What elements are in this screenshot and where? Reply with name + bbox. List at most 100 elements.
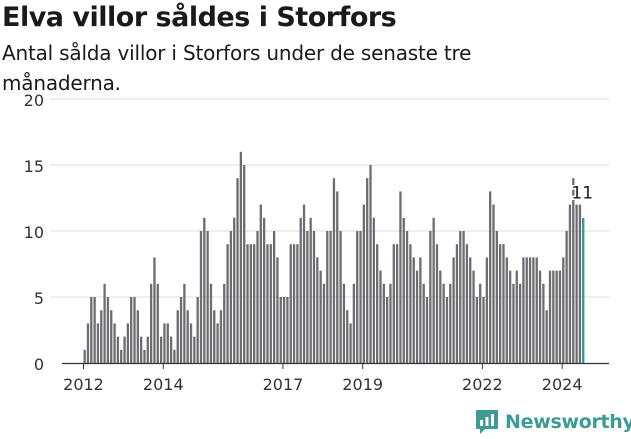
bar xyxy=(292,244,296,363)
bars xyxy=(83,151,585,363)
bar xyxy=(130,297,133,363)
bar xyxy=(525,257,528,363)
bar xyxy=(459,231,462,363)
bar xyxy=(93,297,96,363)
y-tick-label: 10 xyxy=(24,223,44,242)
bar xyxy=(366,178,369,363)
bar xyxy=(515,270,518,363)
bar xyxy=(422,283,425,363)
bar xyxy=(492,204,495,363)
bar xyxy=(385,297,389,363)
bar xyxy=(189,323,193,363)
bar xyxy=(246,244,249,363)
bar xyxy=(282,297,286,363)
bar xyxy=(582,217,585,363)
bar xyxy=(299,217,302,363)
bar xyxy=(213,310,216,363)
bar xyxy=(253,244,256,363)
bar xyxy=(173,349,176,363)
bar xyxy=(505,257,508,363)
bar xyxy=(522,257,525,363)
bar xyxy=(123,336,126,363)
bar xyxy=(489,191,492,363)
newsworthy-logo: Newsworthy xyxy=(475,407,631,437)
bar xyxy=(548,270,552,363)
bar xyxy=(532,257,535,363)
bar xyxy=(562,257,565,363)
bar xyxy=(495,231,498,363)
bar xyxy=(439,270,442,363)
bar xyxy=(352,283,356,363)
annotation-label: 11 xyxy=(571,184,593,204)
brand-name: Newsworthy xyxy=(505,411,631,433)
bar xyxy=(469,257,472,363)
bar xyxy=(475,297,479,363)
bar xyxy=(565,231,568,363)
y-tick-label: 20 xyxy=(24,91,44,110)
bar xyxy=(415,270,419,363)
bar xyxy=(485,257,489,363)
bar xyxy=(508,270,512,363)
bar xyxy=(156,283,159,363)
bar xyxy=(379,270,382,363)
bar xyxy=(186,310,189,363)
bar xyxy=(229,231,233,363)
bar xyxy=(409,244,412,363)
y-tick-label: 0 xyxy=(34,355,44,374)
bar xyxy=(272,231,276,363)
bar xyxy=(419,257,422,363)
bar xyxy=(116,336,120,363)
bar xyxy=(86,323,90,363)
bar xyxy=(286,297,289,363)
bar xyxy=(482,297,485,363)
bar xyxy=(558,270,562,363)
newsworthy-logo-icon xyxy=(476,410,498,434)
bar xyxy=(455,244,459,363)
bar xyxy=(83,349,86,363)
bar xyxy=(336,191,339,363)
bar xyxy=(143,349,146,363)
bar xyxy=(216,323,219,363)
bar xyxy=(223,283,226,363)
bar xyxy=(362,204,366,363)
bar xyxy=(120,349,123,363)
bar xyxy=(133,297,136,363)
bar xyxy=(126,323,130,363)
bar xyxy=(542,283,545,363)
bar xyxy=(140,336,143,363)
bar xyxy=(166,323,169,363)
bar xyxy=(435,244,439,363)
bar xyxy=(392,244,395,363)
bar xyxy=(159,336,163,363)
bar xyxy=(322,283,326,363)
bar xyxy=(528,257,532,363)
bar xyxy=(259,204,262,363)
bar xyxy=(545,310,548,363)
bar xyxy=(538,270,542,363)
x-tick-label: 2022 xyxy=(462,375,503,394)
bar xyxy=(309,217,312,363)
bar xyxy=(136,310,139,363)
bar xyxy=(302,204,306,363)
bar xyxy=(429,231,432,363)
bar xyxy=(312,231,316,363)
bar xyxy=(412,257,415,363)
bar xyxy=(169,336,173,363)
bar xyxy=(103,283,106,363)
bar xyxy=(90,297,93,363)
bar xyxy=(449,283,452,363)
bar xyxy=(512,283,515,363)
bar xyxy=(472,270,475,363)
bar xyxy=(163,323,166,363)
bar xyxy=(316,257,319,363)
bar xyxy=(199,231,203,363)
bar xyxy=(176,310,179,363)
bar xyxy=(376,244,379,363)
bar xyxy=(146,336,149,363)
bar xyxy=(239,151,243,363)
bar xyxy=(319,270,322,363)
bar xyxy=(226,244,229,363)
bar xyxy=(568,204,572,363)
bar xyxy=(535,257,538,363)
bar xyxy=(289,244,292,363)
